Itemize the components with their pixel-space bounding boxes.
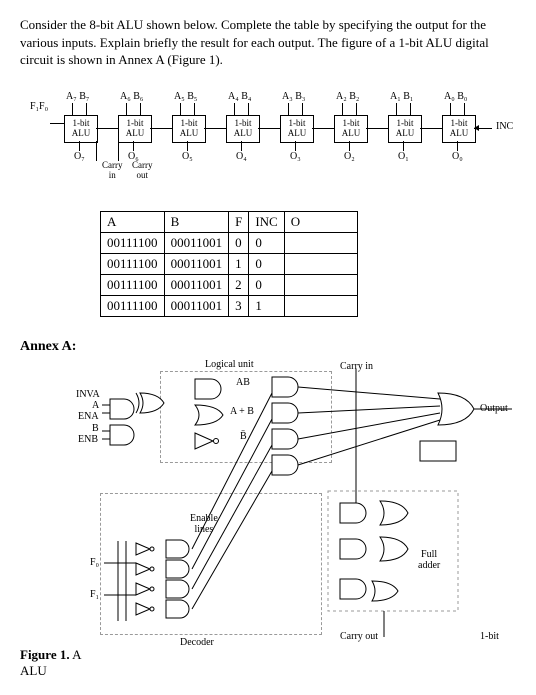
o-label: O₀ (452, 151, 463, 162)
alu-bit-box: 1-bitALU (442, 115, 476, 143)
alu-bit-box: 1-bitALU (64, 115, 98, 143)
schematic-svg (40, 363, 520, 643)
ab-label: A₀ B₀ (444, 91, 467, 102)
f-label: F₁F₀ (30, 101, 48, 112)
col-inc: INC (249, 211, 284, 232)
ab-label: A₂ B₂ (336, 91, 359, 102)
figure-caption-prefix: Figure 1. (20, 647, 70, 662)
alu-bit-box: 1-bitALU (118, 115, 152, 143)
figure-caption-rest: A (70, 647, 82, 662)
ab-label: A₅ B₅ (174, 91, 197, 102)
alu-bit-box: 1-bitALU (280, 115, 314, 143)
table-row: 00111100 00011001 2 0 (101, 274, 358, 295)
ab-label: A₇ B₇ (66, 91, 89, 102)
o-label: O₃ (290, 151, 301, 162)
alu-bit-box: 1-bitALU (334, 115, 368, 143)
annex-heading: Annex A: (20, 339, 516, 355)
table-row: 00111100 00011001 3 1 (101, 295, 358, 316)
ab-label: A₆ B₆ (120, 91, 143, 102)
ab-label: A₄ B₄ (228, 91, 251, 102)
alu-chain-diagram: F₁F₀ A₇ B₇1-bitALUO₇A₆ B₆1-bitALUO₆A₅ B₅… (30, 87, 516, 207)
o-label: O₁ (398, 151, 409, 162)
o-label: O₇ (74, 151, 85, 162)
figure-caption: Figure 1. A ALU (20, 647, 516, 679)
o-label: O₄ (236, 151, 247, 162)
alu-bit-box: 1-bitALU (172, 115, 206, 143)
figure-caption-line2: ALU (20, 663, 47, 678)
table-header-row: A B F INC O (101, 211, 358, 232)
carry-in-label: Carry in (102, 161, 123, 181)
o-label: O₂ (344, 151, 355, 162)
col-b: B (164, 211, 229, 232)
question-text: Consider the 8-bit ALU shown below. Comp… (20, 16, 516, 69)
col-f: F (229, 211, 249, 232)
table-row: 00111100 00011001 1 0 (101, 253, 358, 274)
alu-bit-box: 1-bitALU (388, 115, 422, 143)
col-o: O (284, 211, 357, 232)
ab-label: A₁ B₁ (390, 91, 413, 102)
ab-label: A₃ B₃ (282, 91, 305, 102)
inc-label: INC (496, 121, 513, 132)
io-table: A B F INC O 00111100 00011001 0 0 001111… (100, 211, 358, 317)
table-row: 00111100 00011001 0 0 (101, 232, 358, 253)
carry-out-label: Carry out (132, 161, 153, 181)
o-label: O₅ (182, 151, 193, 162)
alu-bit-box: 1-bitALU (226, 115, 260, 143)
one-bit-alu-figure: Logical unit Carry in Output Sum Enable … (40, 363, 520, 643)
col-a: A (101, 211, 165, 232)
